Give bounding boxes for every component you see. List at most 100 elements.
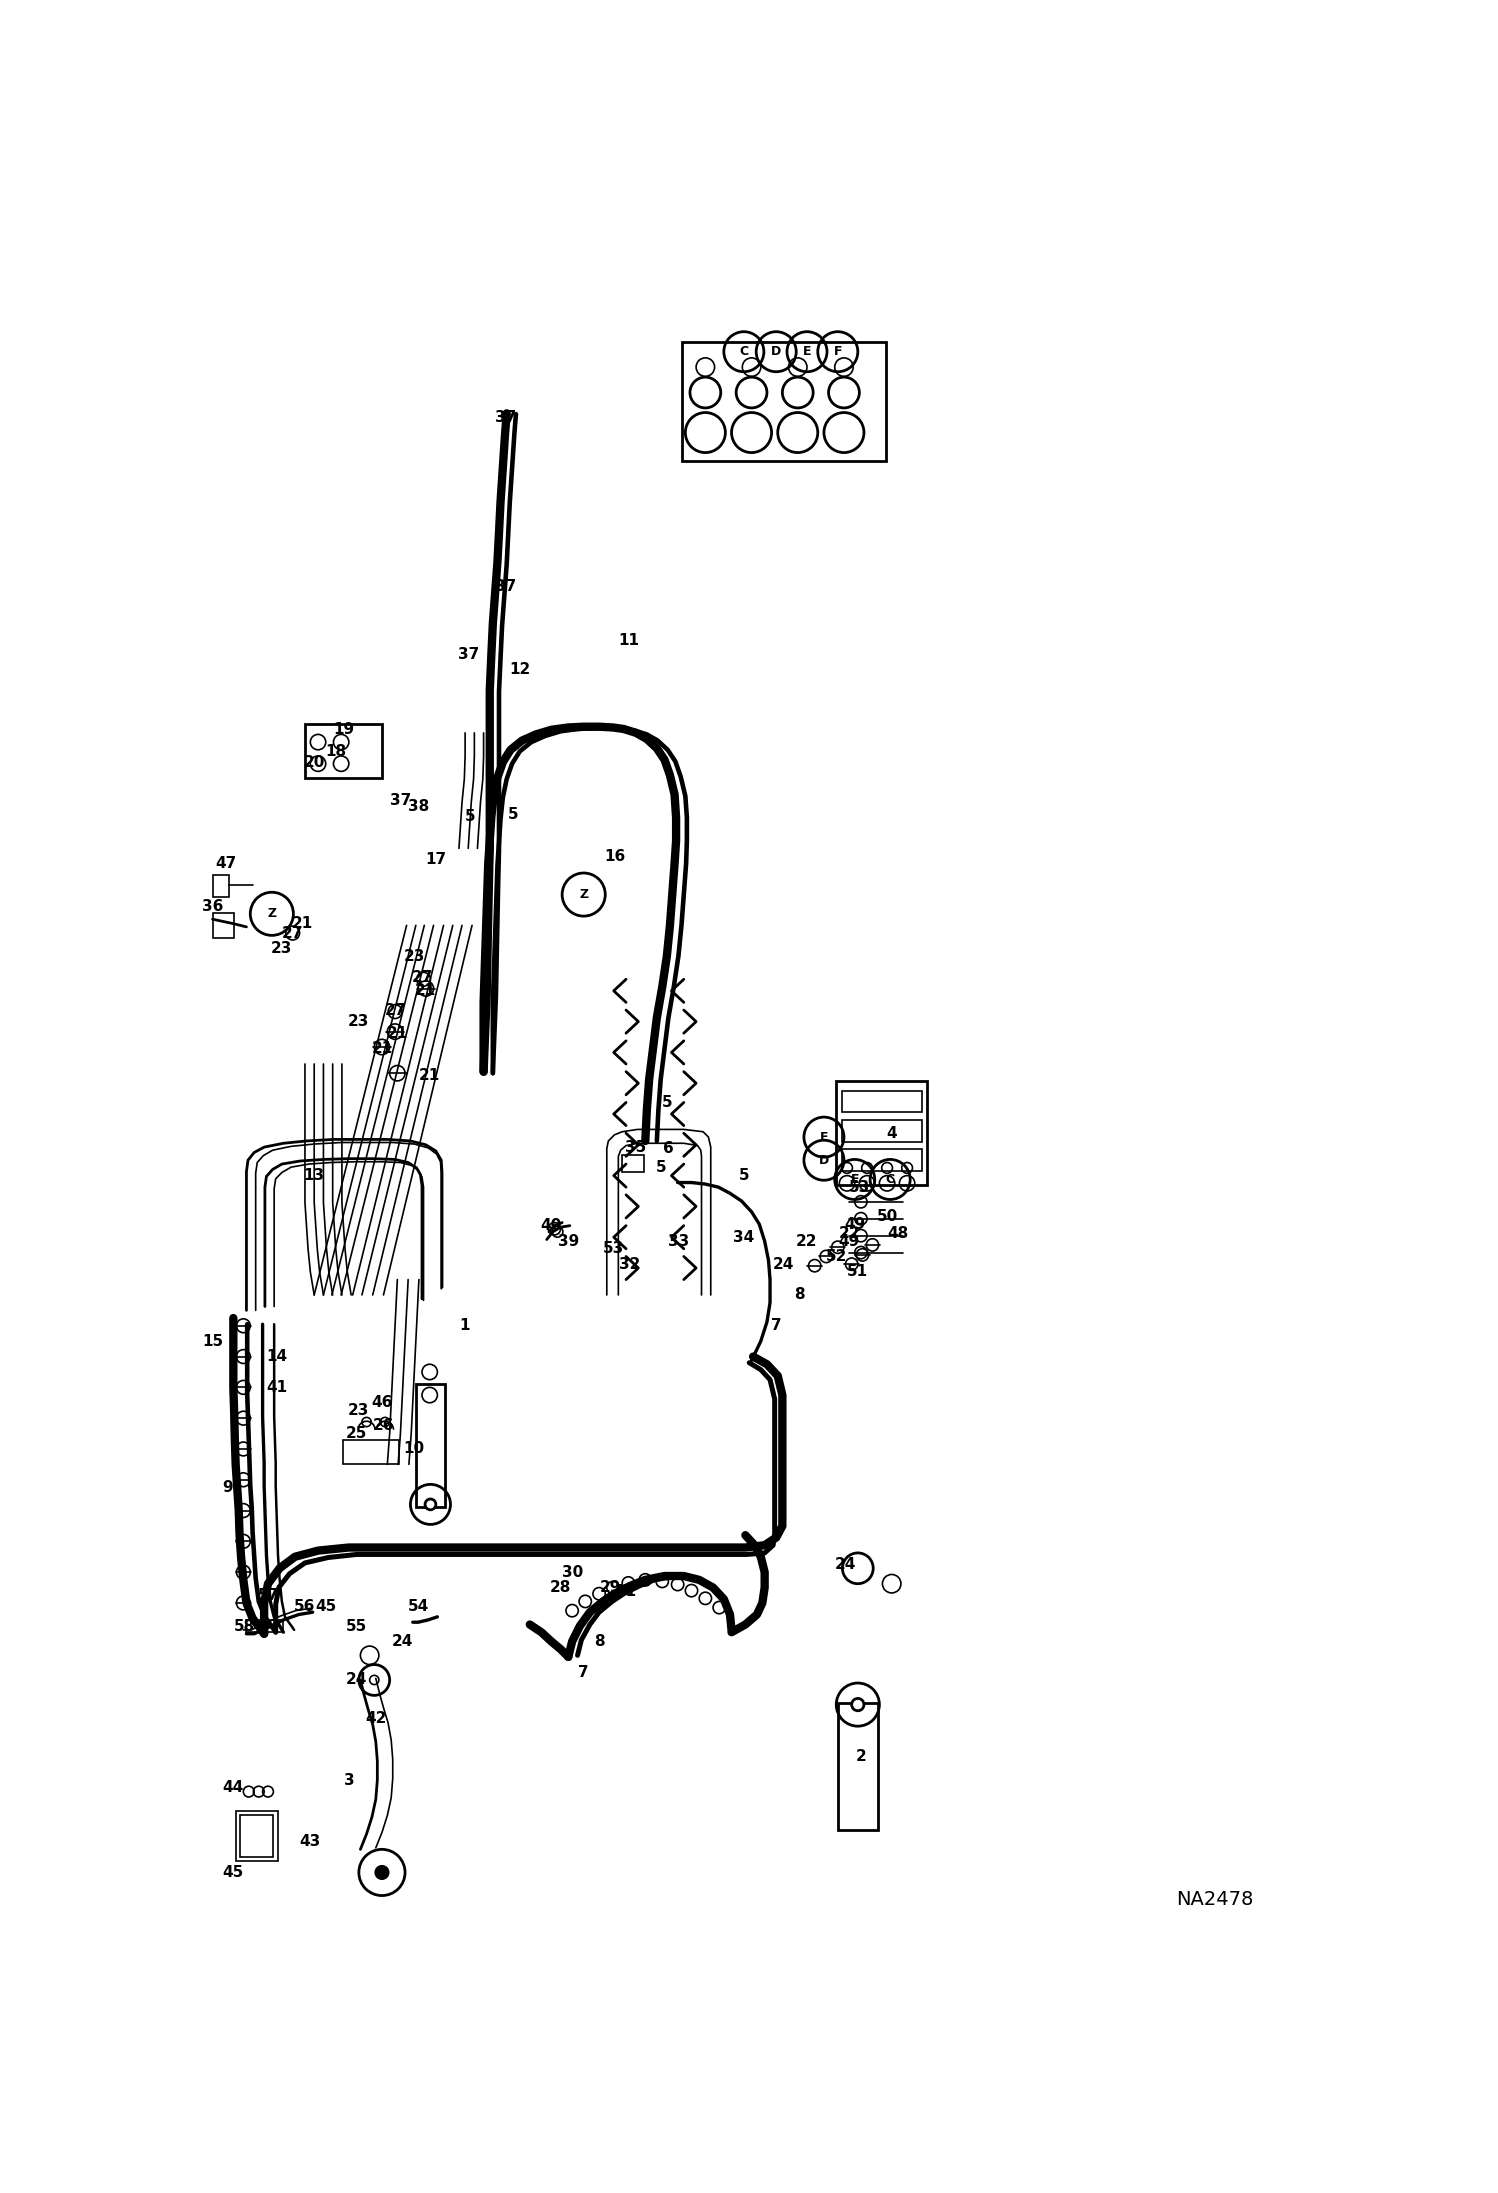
Bar (842, 1090, 923, 1112)
Text: 45: 45 (223, 1864, 244, 1879)
Text: 21: 21 (419, 1068, 440, 1083)
Bar (343, 1441, 398, 1465)
Text: 22: 22 (797, 1232, 818, 1248)
Bar (682, 342, 887, 461)
Text: 28: 28 (550, 1581, 571, 1594)
Text: 44: 44 (223, 1781, 244, 1796)
Text: F: F (819, 1132, 828, 1143)
Text: 24: 24 (773, 1257, 794, 1272)
Text: 6: 6 (664, 1140, 674, 1156)
Text: 21: 21 (386, 1026, 407, 1042)
Text: 1: 1 (458, 1318, 469, 1333)
Bar (416, 1384, 445, 1507)
Text: 23: 23 (403, 950, 425, 963)
Text: 37: 37 (494, 410, 515, 425)
Text: Z: Z (267, 908, 277, 921)
Text: 33: 33 (668, 1232, 689, 1248)
Text: 5: 5 (508, 807, 518, 822)
Text: 22: 22 (839, 1226, 860, 1241)
Text: 41: 41 (267, 1379, 288, 1395)
Bar (836, 1081, 927, 1184)
Text: 13: 13 (304, 1169, 325, 1182)
Text: 27: 27 (282, 925, 303, 941)
Bar (622, 1156, 644, 1171)
Text: 37: 37 (494, 579, 515, 594)
Text: 50: 50 (878, 1208, 899, 1224)
Text: 2: 2 (855, 1750, 866, 1765)
Text: 49: 49 (843, 1217, 866, 1232)
Bar (306, 724, 382, 779)
Text: 21: 21 (292, 917, 313, 932)
Text: 12: 12 (509, 662, 530, 678)
Text: 16: 16 (604, 849, 625, 864)
Circle shape (376, 1866, 388, 1879)
Text: 7: 7 (578, 1664, 589, 1680)
Text: 20: 20 (304, 754, 325, 770)
Text: 54: 54 (407, 1599, 428, 1614)
Text: 5: 5 (656, 1160, 667, 1175)
Circle shape (852, 1697, 864, 1711)
Text: 39: 39 (557, 1232, 578, 1248)
Text: 7: 7 (771, 1318, 782, 1333)
Text: 55: 55 (346, 1618, 367, 1634)
Text: 21: 21 (372, 1042, 392, 1057)
Text: 11: 11 (617, 634, 638, 647)
Text: 5: 5 (739, 1169, 749, 1182)
Text: 58: 58 (234, 1618, 256, 1634)
Text: 9: 9 (223, 1480, 234, 1496)
Text: 23: 23 (348, 1404, 370, 1419)
Text: 31: 31 (616, 1583, 637, 1599)
Text: D: D (819, 1154, 828, 1167)
Text: 37: 37 (389, 794, 410, 807)
Text: 8: 8 (794, 1287, 804, 1303)
Text: E: E (851, 1173, 858, 1186)
Text: 38: 38 (407, 798, 428, 814)
Text: 23: 23 (348, 1013, 370, 1029)
Text: 57: 57 (258, 1588, 279, 1603)
Text: 53: 53 (849, 1180, 870, 1195)
Text: C: C (740, 344, 749, 357)
Text: 10: 10 (404, 1441, 425, 1456)
Text: Z: Z (580, 888, 589, 901)
Text: 29: 29 (601, 1581, 622, 1594)
Text: 23: 23 (271, 941, 292, 956)
Text: 25: 25 (346, 1425, 367, 1441)
Text: 35: 35 (626, 1140, 647, 1156)
Bar (842, 1149, 923, 1171)
Text: 48: 48 (887, 1226, 908, 1241)
Bar (247, 1621, 283, 1632)
Text: 24: 24 (392, 1634, 413, 1649)
Text: 3: 3 (343, 1772, 354, 1787)
Text: 14: 14 (267, 1349, 288, 1364)
Text: 24: 24 (346, 1673, 367, 1686)
Text: 36: 36 (202, 899, 223, 914)
Text: 15: 15 (202, 1333, 223, 1349)
Text: 27: 27 (412, 969, 433, 985)
Text: NA2478: NA2478 (1176, 1890, 1254, 1910)
Bar (842, 1121, 923, 1143)
Bar (235, 1811, 279, 1862)
Text: 17: 17 (425, 853, 446, 868)
Text: 52: 52 (825, 1250, 846, 1263)
Text: 32: 32 (619, 1257, 641, 1272)
Text: 27: 27 (385, 1002, 406, 1018)
Circle shape (425, 1500, 436, 1509)
Text: 53: 53 (602, 1241, 623, 1257)
Text: 5: 5 (662, 1094, 673, 1110)
Text: D: D (771, 344, 782, 357)
Text: 34: 34 (733, 1230, 755, 1246)
Text: 51: 51 (846, 1265, 867, 1279)
Text: 46: 46 (372, 1395, 392, 1410)
Text: 21: 21 (415, 982, 436, 998)
Text: 37: 37 (457, 647, 479, 662)
Text: 49: 49 (839, 1232, 860, 1248)
Bar (240, 1816, 273, 1857)
Text: 45: 45 (315, 1599, 337, 1614)
Bar (213, 912, 234, 939)
Bar (213, 875, 229, 897)
Text: 18: 18 (325, 743, 346, 759)
Text: C: C (885, 1173, 894, 1186)
Text: 30: 30 (562, 1564, 583, 1579)
Text: 4: 4 (887, 1125, 897, 1140)
Text: 42: 42 (366, 1711, 386, 1726)
